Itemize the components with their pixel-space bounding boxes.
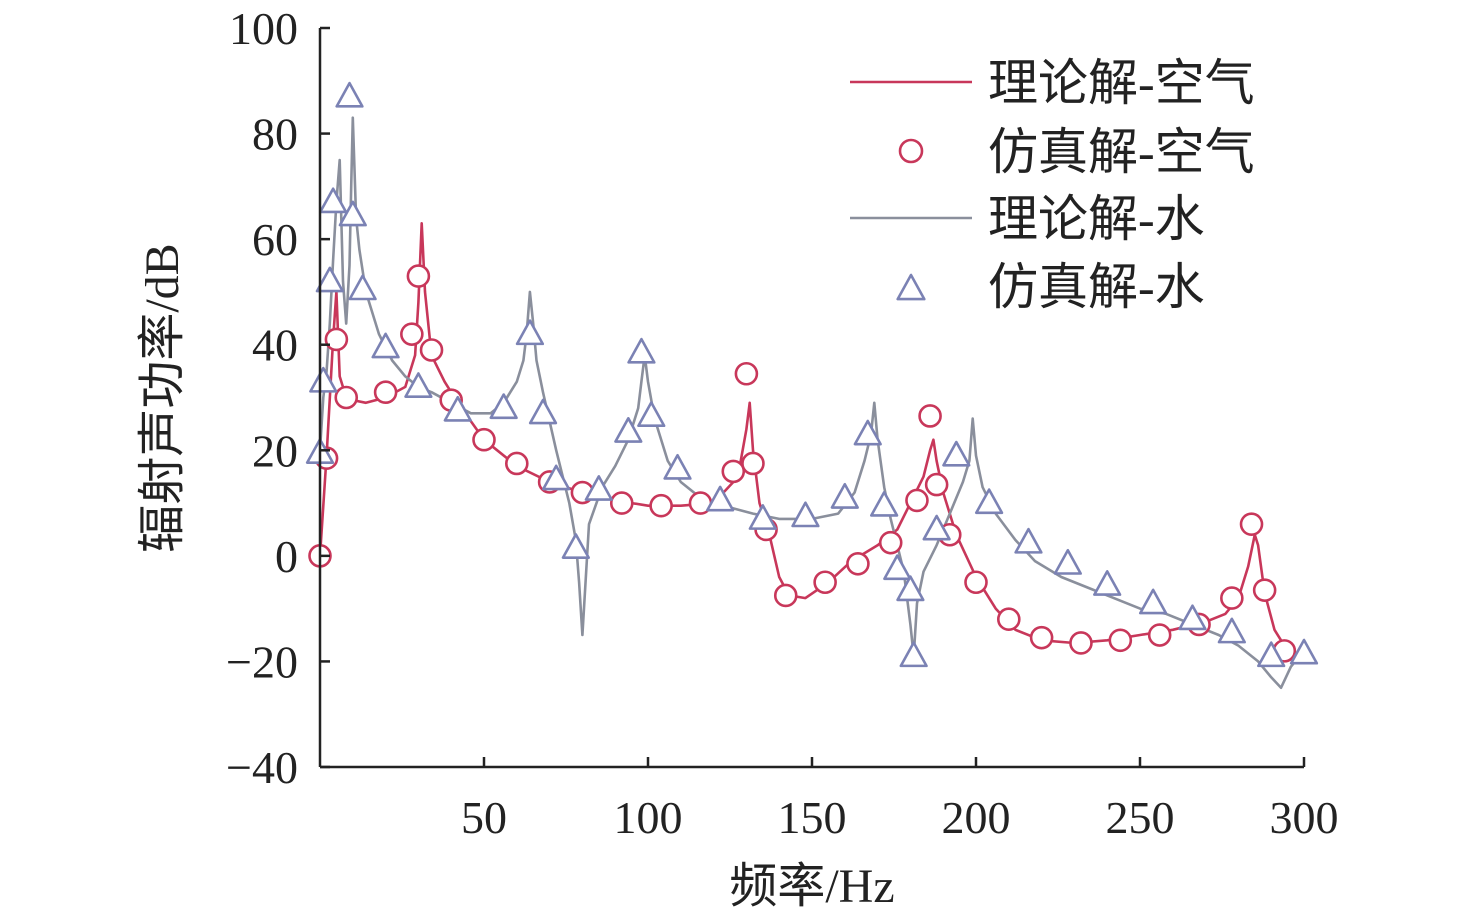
- data-point-triangle: [706, 485, 735, 512]
- data-point-triangle: [309, 366, 338, 393]
- legend-swatch-sim-air: [898, 138, 924, 164]
- data-point-circle: [964, 570, 988, 595]
- y-tick-label: 0: [275, 531, 298, 582]
- data-point-triangle: [922, 514, 951, 541]
- data-point-triangle: [1053, 548, 1082, 575]
- legend-label-sim-water: 仿真解-水: [988, 259, 1205, 315]
- data-point-circle: [905, 488, 929, 513]
- y-tick-label: 40: [252, 320, 298, 371]
- data-point-triangle: [1217, 617, 1246, 644]
- data-point-circle: [1147, 623, 1172, 647]
- data-point-triangle: [528, 398, 558, 425]
- data-point-circle: [1220, 586, 1244, 610]
- data-point-triangle: [830, 482, 859, 509]
- data-point-triangle: [791, 501, 820, 528]
- data-point-circle: [1108, 628, 1133, 653]
- y-tick-label: 20: [252, 425, 298, 476]
- y-tick-label: 80: [252, 109, 298, 160]
- data-point-circle: [504, 451, 529, 476]
- data-point-circle: [649, 493, 673, 518]
- data-point-triangle: [883, 554, 912, 581]
- x-tick-label: 100: [614, 792, 683, 843]
- data-point-circle: [1252, 578, 1277, 602]
- legend-label-theory-water: 理论解-水: [988, 191, 1205, 247]
- data-point-triangle: [663, 453, 692, 480]
- data-point-triangle: [318, 187, 348, 214]
- data-point-triangle: [899, 641, 928, 668]
- data-point-circle: [324, 327, 349, 352]
- data-point-triangle: [1178, 604, 1207, 631]
- data-point-triangle: [1014, 527, 1043, 554]
- data-point-triangle: [371, 332, 400, 359]
- data-point-triangle: [404, 372, 433, 398]
- data-point-circle: [734, 361, 759, 386]
- data-point-circle: [846, 551, 870, 576]
- x-axis-title: 频率/Hz: [729, 860, 894, 913]
- data-point-circle: [813, 570, 837, 595]
- legend-label-sim-air: 仿真解-空气: [988, 124, 1255, 180]
- data-point-circle: [721, 459, 746, 484]
- data-point-triangle: [338, 200, 367, 227]
- data-point-circle: [1029, 625, 1054, 650]
- data-point-triangle: [335, 81, 364, 108]
- x-tick-label: 200: [942, 792, 1011, 843]
- y-axis-title: 辐射声功率/dB: [136, 243, 189, 552]
- data-point-triangle: [1289, 638, 1319, 665]
- data-point-triangle: [637, 401, 666, 427]
- y-tick-label: −20: [226, 636, 298, 687]
- data-point-circle: [878, 530, 903, 555]
- x-tick-label: 250: [1106, 792, 1175, 843]
- data-point-circle: [406, 264, 431, 288]
- data-point-circle: [334, 385, 359, 410]
- ticks: −40 −20 0 20 40 60 80 100 50 100 150 200 250 300: [226, 3, 1338, 843]
- y-tick-label: 60: [252, 214, 298, 265]
- y-tick-label: 100: [229, 3, 298, 54]
- data-point-triangle: [627, 337, 656, 364]
- data-point-triangle: [1257, 641, 1286, 668]
- x-tick-label: 150: [778, 792, 847, 843]
- data-point-triangle: [1093, 570, 1122, 596]
- y-tick-label: −40: [226, 742, 298, 793]
- data-point-circle: [1069, 631, 1093, 655]
- data-point-triangle: [1138, 588, 1168, 615]
- data-point-circle: [773, 583, 798, 608]
- data-point-triangle: [870, 490, 899, 517]
- x-tick-label: 50: [461, 792, 507, 843]
- data-point-triangle: [515, 319, 545, 346]
- data-point-triangle: [614, 417, 643, 443]
- data-point-circle: [400, 322, 424, 346]
- data-point-circle: [918, 404, 942, 428]
- data-point-triangle: [853, 419, 882, 446]
- data-point-circle: [996, 607, 1021, 632]
- data-point-circle: [741, 451, 765, 476]
- x-tick-label: 300: [1270, 792, 1339, 843]
- legend-label-theory-air: 理论解-空气: [988, 55, 1255, 111]
- data-point-triangle: [443, 395, 472, 422]
- data-point-circle: [373, 380, 398, 405]
- data-point-circle: [419, 338, 444, 362]
- data-point-triangle: [974, 488, 1004, 515]
- data-point-triangle: [584, 475, 613, 501]
- data-point-triangle: [561, 533, 590, 559]
- data-point-triangle: [896, 575, 925, 602]
- data-point-triangle: [348, 274, 377, 301]
- legend: 理论解-空气 仿真解-空气 理论解-水 仿真解-水: [850, 55, 1255, 315]
- data-point-circle: [924, 472, 949, 497]
- data-point-circle: [472, 427, 496, 452]
- data-point-circle: [1239, 512, 1264, 536]
- data-point-triangle: [489, 393, 518, 420]
- data-point-triangle: [942, 440, 971, 467]
- data-point-triangle: [315, 266, 344, 293]
- data-point-triangle: [542, 464, 571, 491]
- legend-swatch-sim-water: [896, 273, 926, 301]
- data-point-triangle: [748, 504, 777, 530]
- data-point-circle: [609, 491, 634, 515]
- axes: −40 −20 0 20 40 60 80 100 50 100 150 200 250 300: [226, 3, 1338, 843]
